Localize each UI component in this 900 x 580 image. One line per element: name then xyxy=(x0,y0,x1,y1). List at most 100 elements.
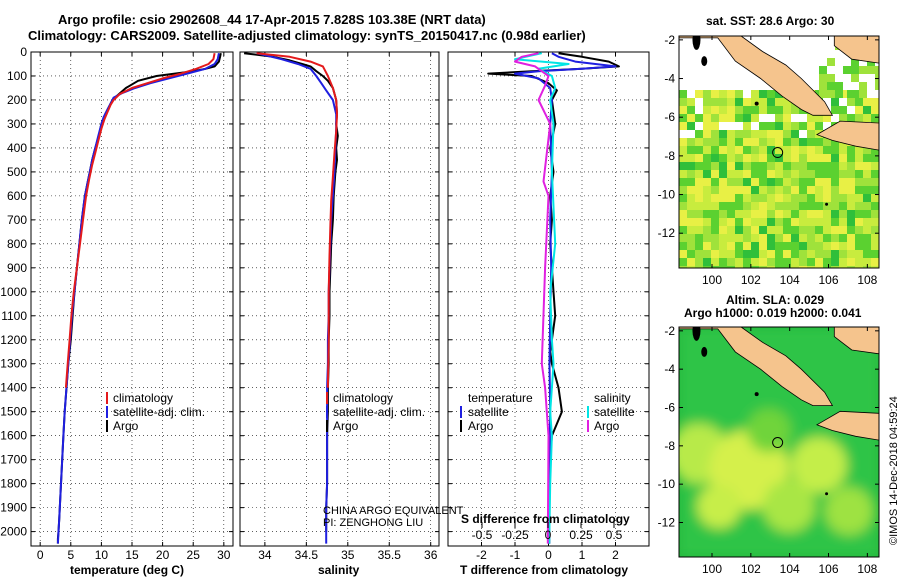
sst-cell xyxy=(743,218,751,226)
sst-cell xyxy=(823,218,831,226)
sst-cell xyxy=(807,218,815,226)
sst-cell xyxy=(743,210,751,218)
sst-cell xyxy=(703,114,711,122)
diff-legend-right-title: salinity xyxy=(594,391,631,405)
map-x-tick-label: 106 xyxy=(818,273,838,287)
sst-cell xyxy=(855,202,863,210)
sst-cell xyxy=(679,234,687,242)
sst-cell xyxy=(823,258,831,266)
sst-cell xyxy=(831,138,839,146)
sst-cell xyxy=(847,186,855,194)
sst-cell xyxy=(743,170,751,178)
sst-cell xyxy=(751,218,759,226)
sst-cell xyxy=(751,178,759,186)
sst-cell xyxy=(719,226,727,234)
sst-cell xyxy=(783,162,791,170)
sst-cell xyxy=(799,250,807,258)
sst-cell xyxy=(687,202,695,210)
sst-cell xyxy=(831,146,839,154)
sst-cell xyxy=(791,234,799,242)
sst-cell xyxy=(823,170,831,178)
sst-cell xyxy=(799,178,807,186)
x-tick-label: 34 xyxy=(258,548,272,562)
sst-cell xyxy=(703,250,711,258)
sst-cell xyxy=(863,178,871,186)
sst-cell xyxy=(711,242,719,250)
sst-cell xyxy=(783,218,791,226)
sst-cell xyxy=(751,130,759,138)
sst-cell xyxy=(855,178,863,186)
sst-cell xyxy=(863,106,871,114)
series-line-climatology xyxy=(256,52,338,388)
sst-cell xyxy=(815,226,823,234)
sst-cell xyxy=(855,242,863,250)
sst-cell xyxy=(791,210,799,218)
sst-cell xyxy=(687,122,695,130)
map-x-tick-label: 100 xyxy=(702,562,722,576)
sst-cell xyxy=(711,194,719,202)
sst-cell xyxy=(695,202,703,210)
sst-cell xyxy=(819,66,827,74)
x-tick-label: 15 xyxy=(125,548,139,562)
sst-cell xyxy=(719,250,727,258)
s-difference-xlabel: S difference from climatology xyxy=(461,512,630,526)
sst-cell xyxy=(767,130,775,138)
sst-cell xyxy=(839,202,847,210)
sst-cell xyxy=(767,202,775,210)
map-y-tick-label: -4 xyxy=(664,362,675,376)
sst-cell xyxy=(863,186,871,194)
sst-cell xyxy=(679,226,687,234)
sst-cell xyxy=(719,186,727,194)
y-tick-label: 0 xyxy=(20,45,27,59)
sla-blob xyxy=(697,484,741,529)
sst-cell xyxy=(775,106,783,114)
sst-cell xyxy=(695,162,703,170)
sst-cell xyxy=(791,186,799,194)
sst-cell xyxy=(783,154,791,162)
sst-cell xyxy=(775,178,783,186)
sst-cell xyxy=(807,226,815,234)
sst-cell xyxy=(759,234,767,242)
sst-cell xyxy=(679,250,687,258)
sst-cell xyxy=(807,250,815,258)
sst-cell xyxy=(711,146,719,154)
sst-cell xyxy=(863,242,871,250)
sst-cell xyxy=(839,170,847,178)
map-x-tick-label: 108 xyxy=(857,562,877,576)
sst-cell xyxy=(703,106,711,114)
map-x-tick-label: 108 xyxy=(857,273,877,287)
sst-cell xyxy=(863,162,871,170)
sst-cell xyxy=(839,114,847,122)
sst-cell xyxy=(759,266,767,268)
sst-cell xyxy=(735,250,743,258)
sst-cell xyxy=(687,98,695,106)
map-y-tick-label: -8 xyxy=(664,439,675,453)
y-tick-label: 800 xyxy=(7,237,27,251)
sst-cell xyxy=(791,226,799,234)
note-pi: PI: ZENGHONG LIU xyxy=(323,517,424,529)
sst-cell xyxy=(871,242,879,250)
sst-cell xyxy=(831,186,839,194)
sst-cell xyxy=(719,234,727,242)
sst-cell xyxy=(743,122,751,130)
title-line-2: Climatology: CARS2009. Satellite-adjuste… xyxy=(28,28,586,43)
sst-cell xyxy=(759,138,767,146)
y-tick-label: 100 xyxy=(7,69,27,83)
island xyxy=(692,327,701,341)
map-y-tick-label: -8 xyxy=(664,149,675,163)
sst-cell xyxy=(703,202,711,210)
sst-cell xyxy=(815,186,823,194)
sst-cell xyxy=(815,242,823,250)
sst-cell xyxy=(703,98,711,106)
sst-cell xyxy=(727,106,735,114)
sst-cell xyxy=(719,258,727,266)
y-tick-label: 2000 xyxy=(0,525,27,539)
map-x-tick-label: 100 xyxy=(702,273,722,287)
sst-cell xyxy=(859,66,867,74)
sst-cell xyxy=(815,234,823,242)
credit-text: ©IMOS 14-Dec-2018 04:59:24 xyxy=(888,396,900,545)
sst-cell xyxy=(703,210,711,218)
sst-cell xyxy=(679,114,687,122)
sst-cell xyxy=(767,266,775,268)
sst-cell xyxy=(727,146,735,154)
